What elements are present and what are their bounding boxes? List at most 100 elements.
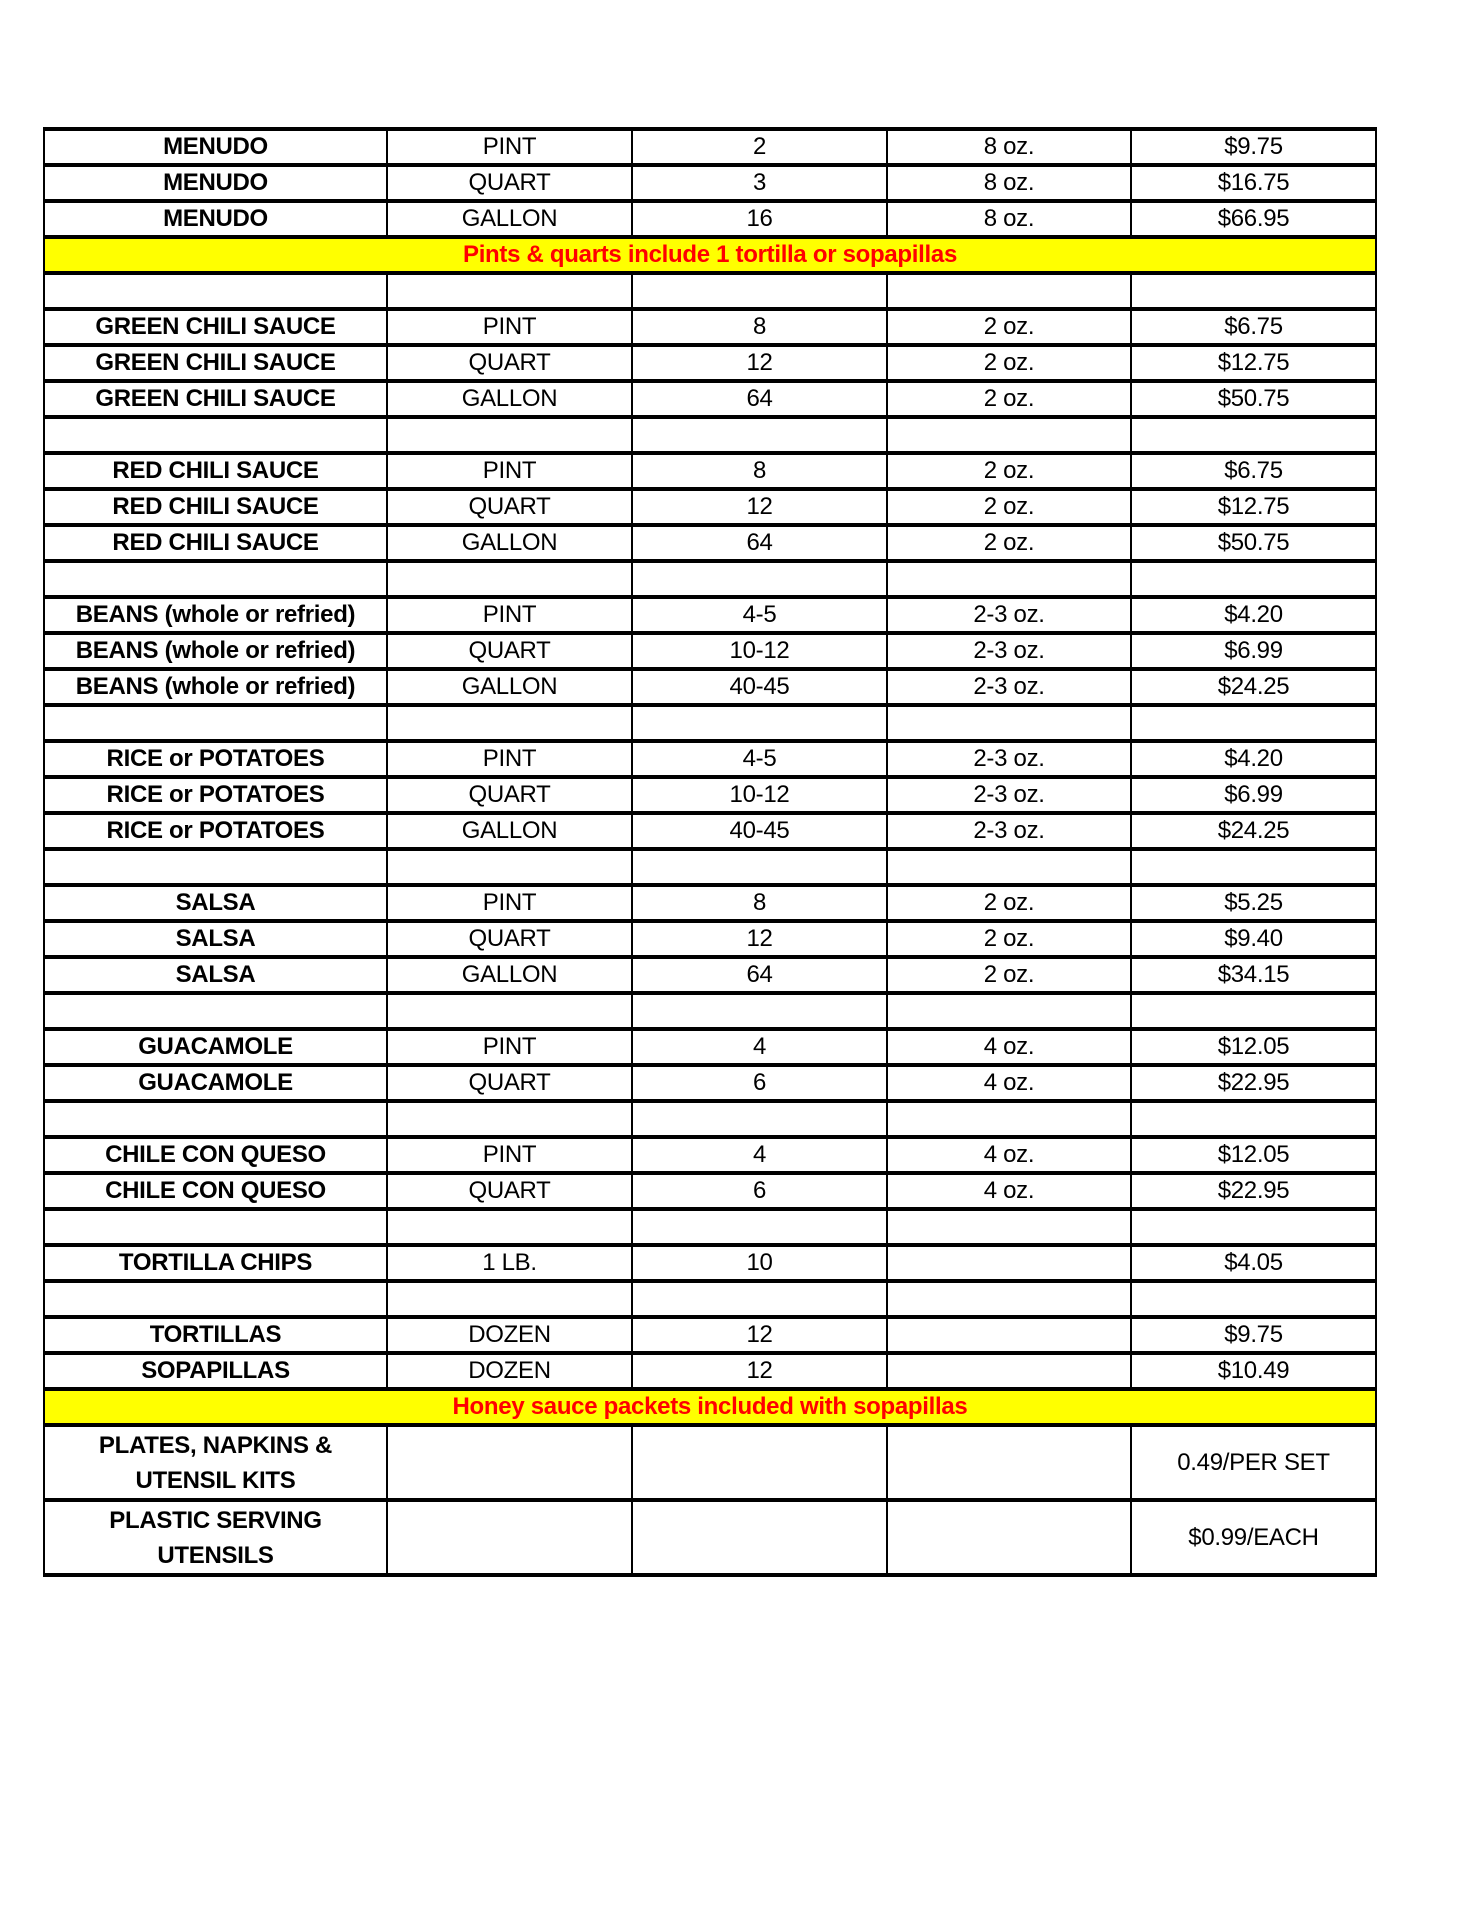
cell-price: $9.75 bbox=[1130, 1315, 1377, 1355]
spacer-cell bbox=[43, 559, 388, 599]
spacer-cell bbox=[886, 1099, 1132, 1139]
empty-cell bbox=[631, 1423, 888, 1502]
cell-price: $50.75 bbox=[1130, 523, 1377, 563]
cell-serving-size: 2 oz. bbox=[886, 343, 1132, 383]
spacer-cell bbox=[43, 415, 388, 455]
cell-servings: 10-12 bbox=[631, 775, 888, 815]
cell-serving-size: 2-3 oz. bbox=[886, 595, 1132, 635]
note-band-row: Honey sauce packets included with sopapi… bbox=[43, 1387, 1377, 1427]
cell-serving-size: 4 oz. bbox=[886, 1063, 1132, 1103]
cell-item-name: GUACAMOLE bbox=[43, 1063, 388, 1103]
cell-price: $12.05 bbox=[1130, 1135, 1377, 1175]
spacer-cell bbox=[386, 1099, 633, 1139]
spacer-row bbox=[43, 991, 1377, 1031]
cell-servings: 3 bbox=[631, 163, 888, 203]
table-row: TORTILLA CHIPS 1 LB. 10 $4.05 bbox=[43, 1243, 1377, 1283]
spacer-row bbox=[43, 415, 1377, 455]
spacer-cell bbox=[386, 1279, 633, 1319]
cell-servings: 64 bbox=[631, 379, 888, 419]
cell-item-name: RICE or POTATOES bbox=[43, 775, 388, 815]
cell-container-size: PINT bbox=[386, 883, 633, 923]
cell-servings: 4 bbox=[631, 1027, 888, 1067]
spacer-cell bbox=[631, 1099, 888, 1139]
table-row-tall: PLATES, NAPKINS & UTENSIL KITS 0.49/PER SE… bbox=[43, 1423, 1377, 1502]
table-row: BEANS (whole or refried) PINT 4-5 2-3 oz. $4… bbox=[43, 595, 1377, 635]
cell-item-name: CHILE CON QUESO bbox=[43, 1135, 388, 1175]
cell-container-size: QUART bbox=[386, 1171, 633, 1211]
note-band-text: Pints & quarts include 1 tortilla or sop… bbox=[43, 235, 1377, 275]
cell-container-size: QUART bbox=[386, 631, 633, 671]
spacer-cell bbox=[386, 415, 633, 455]
cell-servings: 6 bbox=[631, 1171, 888, 1211]
table-row: CHILE CON QUESO QUART 6 4 oz. $22.95 bbox=[43, 1171, 1377, 1211]
table-row: GREEN CHILI SAUCE QUART 12 2 oz. $12.75 bbox=[43, 343, 1377, 383]
cell-price: $12.05 bbox=[1130, 1027, 1377, 1067]
cell-price: $9.40 bbox=[1130, 919, 1377, 959]
cell-servings: 8 bbox=[631, 451, 888, 491]
cell-container-size: PINT bbox=[386, 1027, 633, 1067]
cell-item-name: GREEN CHILI SAUCE bbox=[43, 379, 388, 419]
cell-servings: 16 bbox=[631, 199, 888, 239]
cell-item-name: TORTILLAS bbox=[43, 1315, 388, 1355]
item-name-line: UTENSIL KITS bbox=[135, 1466, 296, 1494]
cell-container-size: GALLON bbox=[386, 667, 633, 707]
cell-container-size: QUART bbox=[386, 487, 633, 527]
cell-serving-size: 4 oz. bbox=[886, 1027, 1132, 1067]
table-row: MENUDO PINT 2 8 oz. $9.75 bbox=[43, 127, 1377, 167]
table-row-tall: PLASTIC SERVING UTENSILS $0.99/EACH bbox=[43, 1498, 1377, 1577]
table-row: SALSA QUART 12 2 oz. $9.40 bbox=[43, 919, 1377, 959]
cell-container-size: GALLON bbox=[386, 379, 633, 419]
table-row: SALSA PINT 8 2 oz. $5.25 bbox=[43, 883, 1377, 923]
cell-serving-size bbox=[886, 1351, 1132, 1391]
cell-price: $34.15 bbox=[1130, 955, 1377, 995]
table-row: CHILE CON QUESO PINT 4 4 oz. $12.05 bbox=[43, 1135, 1377, 1175]
cell-serving-size: 2 oz. bbox=[886, 883, 1132, 923]
cell-price: 0.49/PER SET bbox=[1130, 1423, 1377, 1502]
cell-serving-size: 8 oz. bbox=[886, 199, 1132, 239]
table-row: RED CHILI SAUCE PINT 8 2 oz. $6.75 bbox=[43, 451, 1377, 491]
cell-serving-size: 2-3 oz. bbox=[886, 667, 1132, 707]
table-row: RICE or POTATOES QUART 10-12 2-3 oz. $6.99 bbox=[43, 775, 1377, 815]
empty-cell bbox=[886, 1423, 1132, 1502]
cell-price: $5.25 bbox=[1130, 883, 1377, 923]
spacer-cell bbox=[886, 1279, 1132, 1319]
spacer-cell bbox=[631, 847, 888, 887]
spacer-cell bbox=[631, 559, 888, 599]
cell-container-size: QUART bbox=[386, 919, 633, 959]
cell-container-size: DOZEN bbox=[386, 1315, 633, 1355]
item-name-line: PLASTIC SERVING bbox=[109, 1506, 322, 1534]
spacer-cell bbox=[43, 1099, 388, 1139]
cell-item-name: SALSA bbox=[43, 883, 388, 923]
table-row: GREEN CHILI SAUCE PINT 8 2 oz. $6.75 bbox=[43, 307, 1377, 347]
cell-container-size: PINT bbox=[386, 739, 633, 779]
spacer-cell bbox=[631, 415, 888, 455]
table-row: RICE or POTATOES GALLON 40-45 2-3 oz. $24.25 bbox=[43, 811, 1377, 851]
cell-serving-size: 2 oz. bbox=[886, 307, 1132, 347]
cell-serving-size: 2-3 oz. bbox=[886, 631, 1132, 671]
cell-serving-size: 2 oz. bbox=[886, 451, 1132, 491]
cell-item-name: MENUDO bbox=[43, 199, 388, 239]
table-row: MENUDO QUART 3 8 oz. $16.75 bbox=[43, 163, 1377, 203]
cell-container-size: PINT bbox=[386, 1135, 633, 1175]
cell-container-size: PINT bbox=[386, 307, 633, 347]
cell-serving-size: 2-3 oz. bbox=[886, 739, 1132, 779]
cell-item-name: SALSA bbox=[43, 955, 388, 995]
cell-servings: 4-5 bbox=[631, 595, 888, 635]
spacer-cell bbox=[386, 559, 633, 599]
spacer-cell bbox=[386, 847, 633, 887]
cell-price: $0.99/EACH bbox=[1130, 1498, 1377, 1577]
cell-container-size: DOZEN bbox=[386, 1351, 633, 1391]
cell-servings: 12 bbox=[631, 1351, 888, 1391]
spacer-cell bbox=[631, 991, 888, 1031]
spacer-cell bbox=[631, 1207, 888, 1247]
note-band-row: Pints & quarts include 1 tortilla or sop… bbox=[43, 235, 1377, 275]
cell-serving-size: 8 oz. bbox=[886, 127, 1132, 167]
cell-price: $6.99 bbox=[1130, 775, 1377, 815]
cell-servings: 12 bbox=[631, 343, 888, 383]
cell-price: $24.25 bbox=[1130, 667, 1377, 707]
cell-container-size: PINT bbox=[386, 451, 633, 491]
spacer-row bbox=[43, 847, 1377, 887]
cell-price: $9.75 bbox=[1130, 127, 1377, 167]
cell-item-name: CHILE CON QUESO bbox=[43, 1171, 388, 1211]
table-row: TORTILLAS DOZEN 12 $9.75 bbox=[43, 1315, 1377, 1355]
